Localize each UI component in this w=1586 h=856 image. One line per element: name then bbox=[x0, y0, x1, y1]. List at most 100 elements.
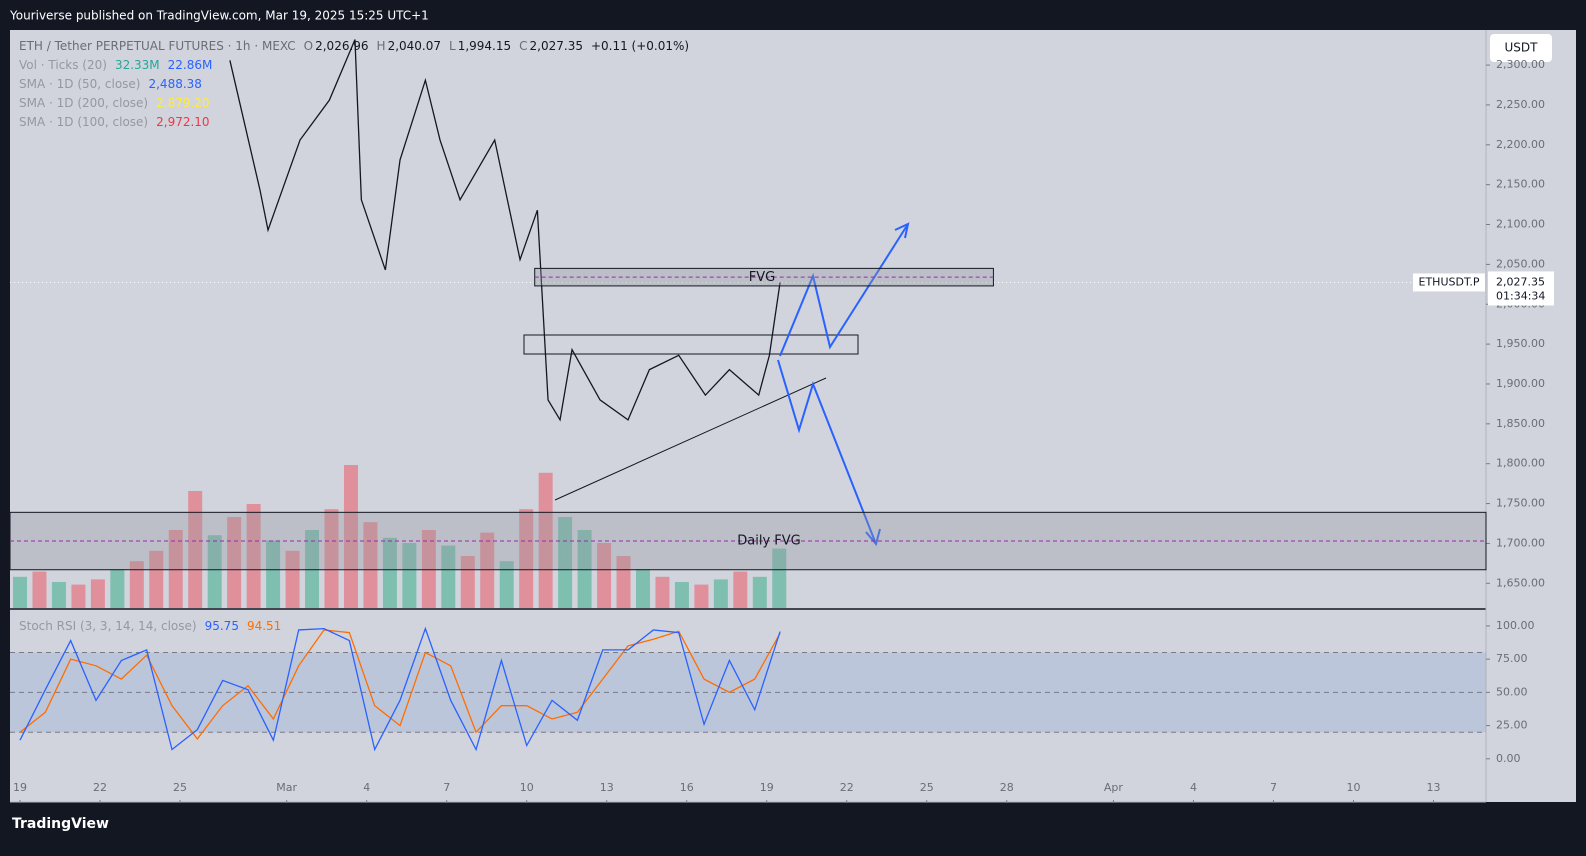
volume-bar bbox=[168, 530, 183, 608]
rsi-tick-label: 50.00 bbox=[1496, 685, 1528, 698]
rsi-legend: Stoch RSI (3, 3, 14, 14, close) 95.75 94.5… bbox=[19, 619, 281, 633]
symbol-box bbox=[1413, 273, 1485, 292]
volume-bar bbox=[499, 561, 514, 608]
rsi-tick-label: 0.00 bbox=[1496, 752, 1521, 765]
y-tick-label: 2,300.00 bbox=[1496, 58, 1545, 71]
volume-bar bbox=[129, 561, 144, 608]
y-tick-label: 1,750.00 bbox=[1496, 497, 1545, 510]
legend-text: Vol · Ticks (20) bbox=[19, 58, 107, 72]
range-box bbox=[523, 334, 859, 355]
trend-line bbox=[554, 377, 827, 501]
y-tick-label: 1,650.00 bbox=[1496, 576, 1545, 589]
legend-text: +0.11 (+0.01%) bbox=[591, 39, 689, 53]
volume-bar bbox=[110, 569, 125, 608]
x-tick-label: 13 bbox=[1426, 781, 1440, 794]
volume-bar bbox=[227, 517, 242, 608]
volume-bar bbox=[207, 535, 222, 608]
legend-text: 22.86M bbox=[168, 58, 213, 72]
volume-bar bbox=[752, 576, 767, 608]
y-tick-label: 2,250.00 bbox=[1496, 98, 1545, 111]
legend-text: 95.75 bbox=[205, 619, 239, 633]
publish-info: Youriverse published on TradingView.com,… bbox=[9, 9, 429, 23]
x-tick-label: 7 bbox=[1270, 781, 1277, 794]
volume-bar bbox=[460, 556, 475, 608]
volume-bar bbox=[382, 537, 397, 608]
x-tick-label: 22 bbox=[93, 781, 107, 794]
legend-text: 2,026.96 bbox=[315, 39, 368, 53]
y-tick-label: 1,800.00 bbox=[1496, 457, 1545, 470]
volume-bar bbox=[71, 584, 86, 608]
x-tick-label: 10 bbox=[1346, 781, 1360, 794]
chart-background bbox=[10, 30, 1576, 802]
legend-text: SMA · 1D (100, close) bbox=[19, 115, 148, 129]
x-tick-label: 19 bbox=[13, 781, 27, 794]
zone-label: FVG bbox=[749, 270, 775, 285]
rsi-tick-label: 75.00 bbox=[1496, 652, 1528, 665]
legend-text: SMA · 1D (50, close) bbox=[19, 77, 140, 91]
volume-bar bbox=[149, 550, 164, 608]
volume-bar bbox=[90, 579, 105, 608]
volume-bar bbox=[655, 576, 670, 608]
x-tick-label: 19 bbox=[760, 781, 774, 794]
legend-text: Stoch RSI (3, 3, 14, 14, close) bbox=[19, 619, 197, 633]
x-tick-label: Mar bbox=[276, 781, 297, 794]
volume-bar bbox=[519, 509, 534, 608]
volume-bar bbox=[635, 569, 650, 608]
x-tick-label: 16 bbox=[680, 781, 694, 794]
y-tick-label: 2,100.00 bbox=[1496, 218, 1545, 231]
x-tick-label: 7 bbox=[443, 781, 450, 794]
volume-bar bbox=[538, 472, 553, 608]
countdown: 01:34:34 bbox=[1496, 289, 1545, 302]
arrow-head bbox=[865, 528, 881, 547]
indicator-legend: Vol · Ticks (20) 32.33M 22.86M bbox=[19, 58, 212, 72]
currency[interactable]: USDT bbox=[1505, 41, 1539, 55]
volume-bar bbox=[441, 545, 456, 608]
volume-bar bbox=[733, 571, 748, 608]
volume-bar bbox=[305, 530, 320, 608]
legend-text: 2,040.07 bbox=[388, 39, 441, 53]
volume-bar bbox=[597, 543, 612, 608]
legend-text: 2,972.10 bbox=[156, 115, 209, 129]
volume-bar bbox=[32, 571, 47, 608]
volume-bar bbox=[674, 582, 689, 608]
indicator-legend: SMA · 1D (100, close) 2,972.10 bbox=[19, 115, 210, 129]
volume-bar bbox=[285, 550, 300, 608]
volume-bar bbox=[616, 556, 631, 608]
currency-box[interactable] bbox=[1490, 34, 1552, 62]
zone-label: Daily FVG bbox=[737, 534, 800, 549]
indicator-legend: SMA · 1D (50, close) 2,488.38 bbox=[19, 77, 202, 91]
volume-bar bbox=[343, 465, 358, 608]
x-tick-label: 28 bbox=[1000, 781, 1014, 794]
y-tick-label: 2,150.00 bbox=[1496, 178, 1545, 191]
volume-bar bbox=[421, 530, 436, 608]
rsi-line bbox=[19, 626, 781, 752]
y-tick-label: 2,200.00 bbox=[1496, 138, 1545, 151]
legend-text: 2,027.35 bbox=[530, 39, 583, 53]
volume-bar bbox=[324, 509, 339, 608]
x-tick-label: 22 bbox=[840, 781, 854, 794]
legend-text: O bbox=[304, 39, 313, 53]
legend-text: H bbox=[377, 39, 386, 53]
x-tick-label: Apr bbox=[1104, 781, 1124, 794]
legend-text: 32.33M bbox=[115, 58, 160, 72]
x-tick-label: 25 bbox=[173, 781, 187, 794]
volume-bar bbox=[246, 504, 261, 608]
rsi-tick-label: 25.00 bbox=[1496, 719, 1528, 732]
volume-bar bbox=[480, 532, 495, 608]
volume-bar bbox=[363, 522, 378, 608]
volume-bar bbox=[13, 576, 28, 608]
legend-text: L bbox=[449, 39, 456, 53]
volume-bar bbox=[266, 540, 281, 608]
x-tick-label: 4 bbox=[1190, 781, 1197, 794]
drawings: FVG Daily FVG bbox=[9, 222, 1487, 571]
legend-text: 2,879.20 bbox=[156, 96, 209, 110]
legend-text: ETH / Tether PERPETUAL FUTURES · 1h · ME… bbox=[19, 39, 296, 53]
indicator-legend: SMA · 1D (200, close) 2,879.20 bbox=[19, 96, 210, 110]
x-tick-label: 10 bbox=[520, 781, 534, 794]
x-tick-label: 4 bbox=[363, 781, 370, 794]
volume-bar bbox=[713, 579, 728, 608]
price-line bbox=[229, 39, 781, 422]
legend-text: 1,994.15 bbox=[458, 39, 511, 53]
